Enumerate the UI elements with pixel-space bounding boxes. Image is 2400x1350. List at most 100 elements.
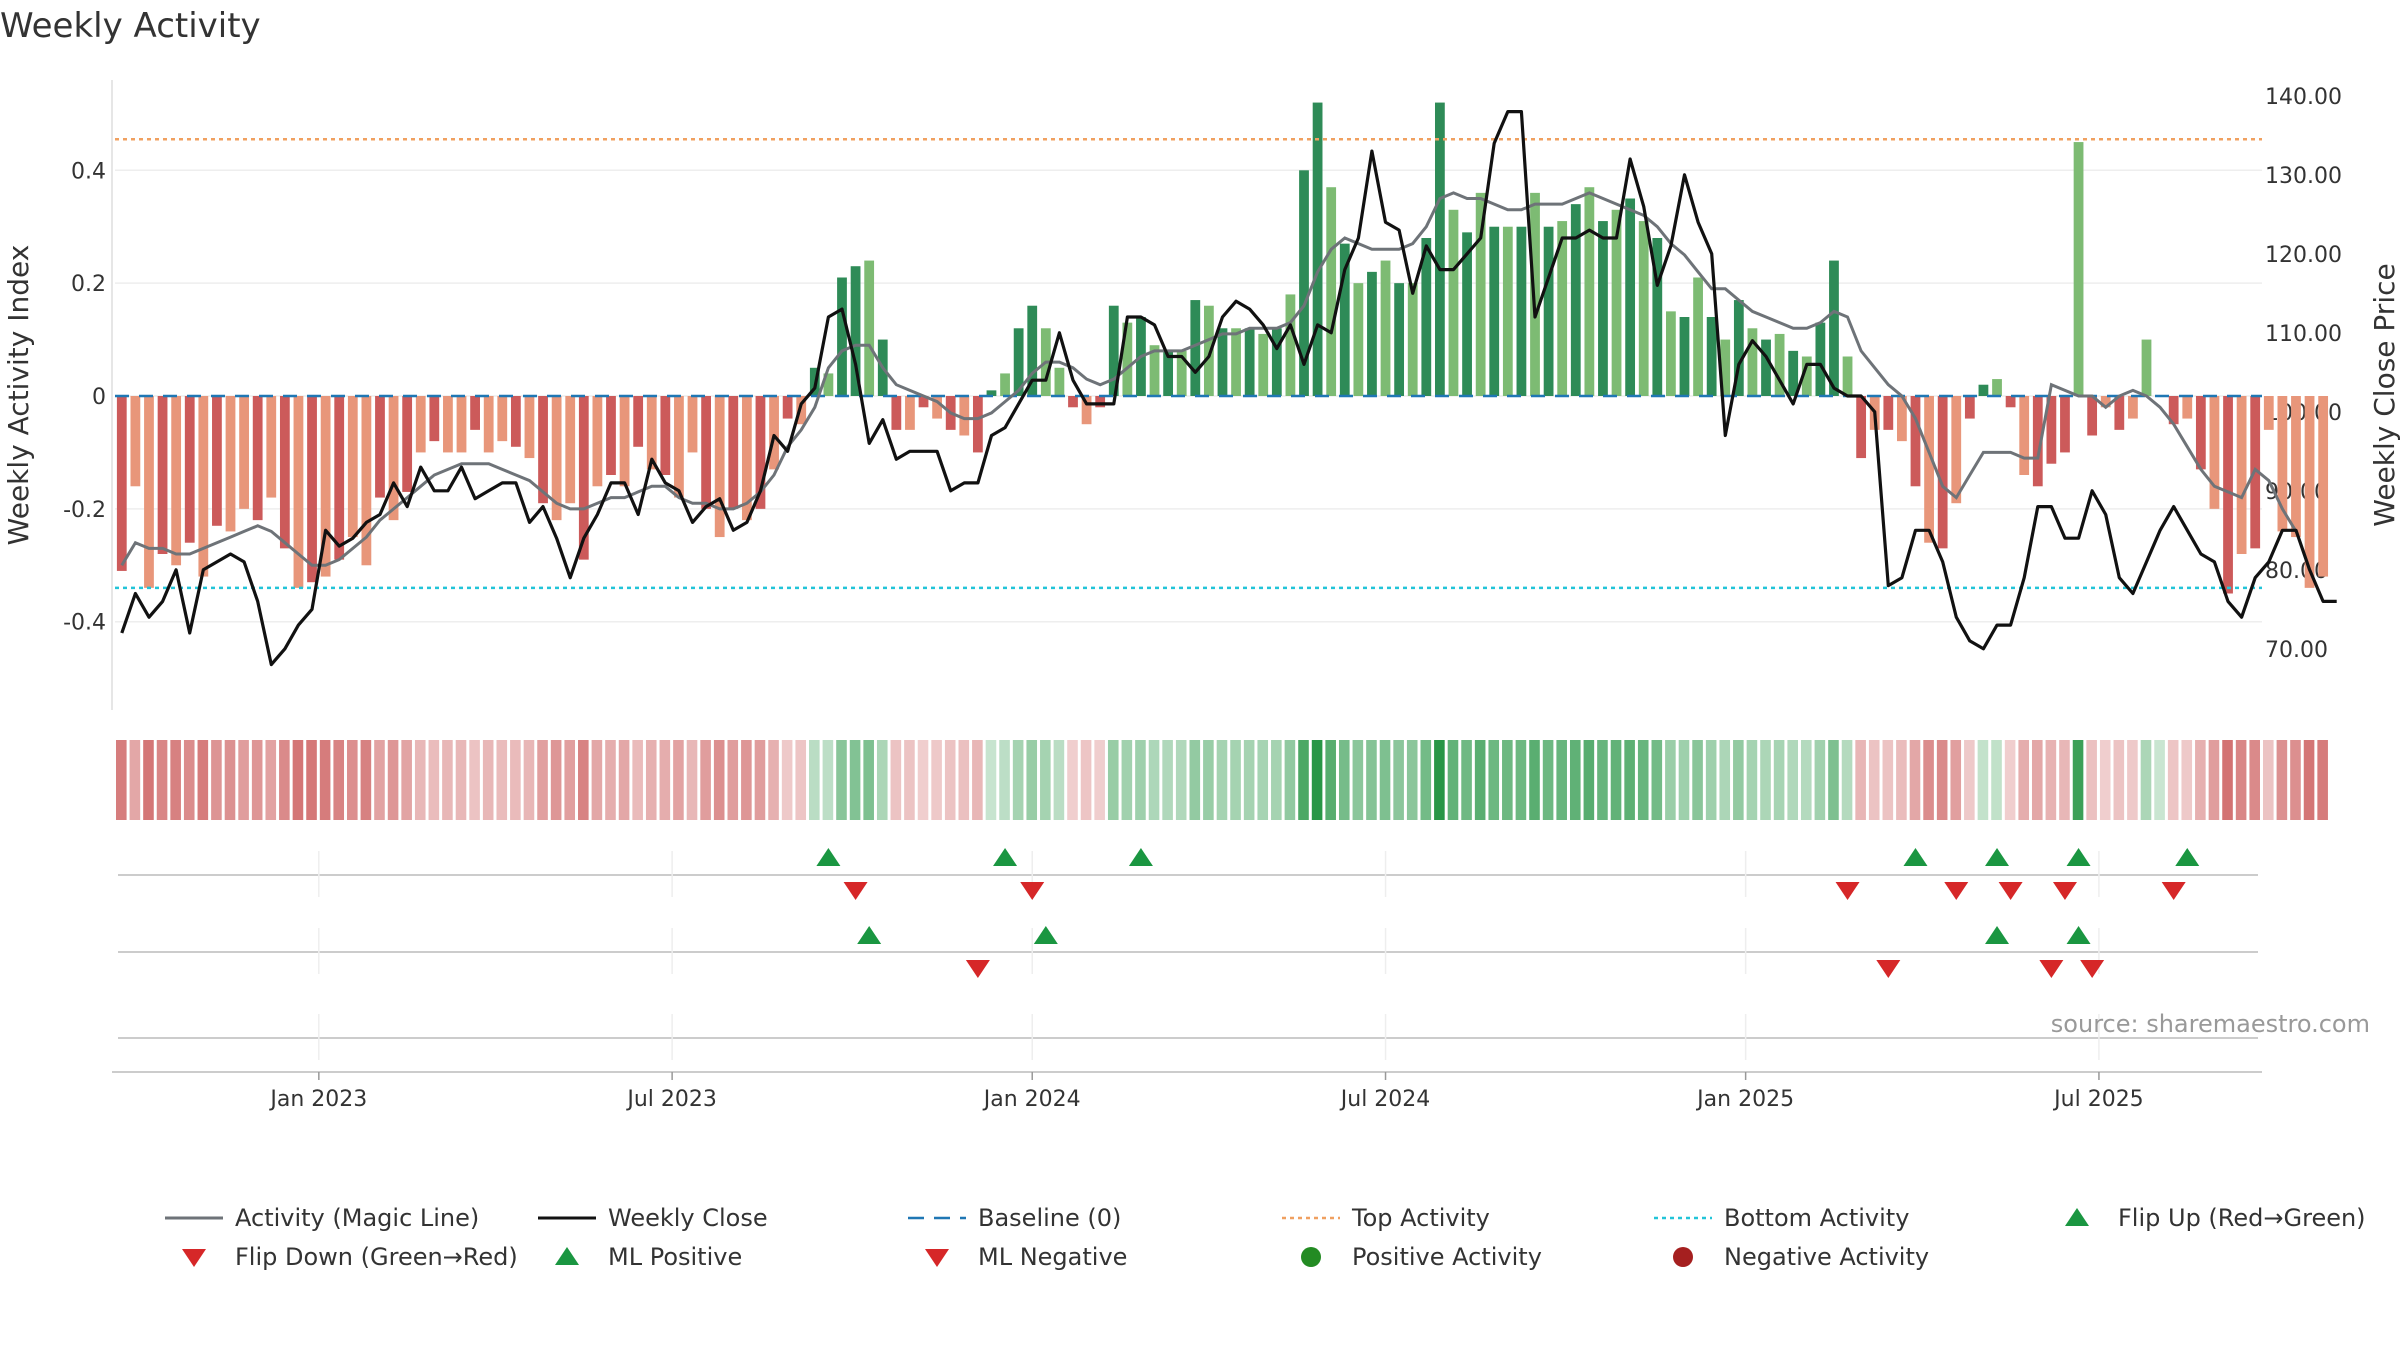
heat-strip-cell: [2059, 740, 2070, 820]
y2-tick-label: 110.00: [2265, 322, 2342, 347]
activity-bar: [796, 396, 807, 425]
heat-strip-cell: [428, 740, 440, 820]
heat-strip-cell: [917, 740, 929, 820]
flip-up-marker: [1128, 848, 1153, 866]
heat-strip-cell: [1746, 740, 1758, 820]
activity-bar: [184, 396, 195, 543]
legend-negact-label: Negative Activity: [1724, 1243, 1929, 1271]
flip-up-marker: [993, 848, 1018, 866]
heat-strip-cell: [2072, 740, 2084, 820]
heat-strip-cell: [2235, 740, 2247, 820]
activity-bar: [2168, 396, 2179, 425]
activity-bar: [1761, 339, 1771, 396]
heat-strip-cell: [2127, 740, 2138, 820]
y2-tick-label: 70.00: [2265, 638, 2328, 663]
heat-strip-cell: [482, 740, 494, 820]
heat-strip-cell: [1393, 740, 1404, 820]
activity-bar: [1720, 339, 1731, 396]
activity-bar: [1339, 243, 1350, 396]
activity-bar: [1258, 333, 1269, 396]
heat-strip-cell: [1094, 740, 1105, 820]
flip-down-marker: [2161, 882, 2186, 900]
heat-strip-cell: [713, 740, 725, 820]
activity-bar: [225, 396, 236, 532]
activity-bar: [959, 396, 970, 436]
heat-strip-cell: [265, 740, 277, 820]
activity-bar: [510, 396, 521, 447]
activity-bar: [1679, 317, 1690, 396]
activity-bar: [2114, 396, 2125, 430]
activity-bar: [1394, 283, 1405, 396]
heat-strip-cell: [1284, 740, 1296, 820]
y-tick-label: 0: [92, 385, 106, 410]
activity-bar: [1108, 305, 1119, 396]
heat-strip-cell: [2004, 740, 2016, 820]
activity-bar: [1883, 396, 1894, 430]
y-tick-label: -0.2: [63, 498, 106, 523]
heat-strip-cell: [1216, 740, 1228, 820]
heat-strip-cell: [822, 740, 834, 820]
heat-strip-cell: [455, 740, 467, 820]
heat-strip-cell: [1366, 740, 1377, 820]
activity-bar: [1625, 198, 1636, 396]
activity-bar: [551, 396, 562, 521]
source-note: source: sharemaestro.com: [2050, 1010, 2370, 1038]
x-tick-label: Jul 2023: [625, 1087, 717, 1112]
magic-line: [120, 191, 2298, 567]
heat-strip-cell: [2018, 740, 2029, 820]
legend-mlneg-swatch: [925, 1249, 949, 1267]
heat-strip-cell: [1053, 740, 1065, 820]
heat-strip-cell: [1474, 740, 1486, 820]
heat-strip-cell: [2031, 740, 2043, 820]
heat-strip-cell: [1542, 740, 1554, 820]
heat-strip-cell: [2303, 740, 2315, 820]
heat-strip-cell: [1298, 740, 1309, 820]
activity-bar: [986, 390, 997, 396]
activity-bar: [1801, 356, 1812, 396]
heat-strip-cell: [1515, 740, 1527, 820]
activity-bar: [2182, 396, 2193, 419]
x-tick-label: Jan 2023: [268, 1087, 367, 1112]
heat-strip-cell: [279, 740, 290, 820]
ml-down-marker: [2039, 960, 2064, 978]
heat-strip-cell: [1936, 740, 1948, 820]
activity-bar: [456, 396, 467, 453]
activity-bar: [1353, 283, 1364, 396]
heat-strip-cell: [1678, 740, 1690, 820]
activity-bar: [1747, 328, 1758, 396]
activity-bar: [538, 396, 548, 504]
heat-strip-cell: [741, 740, 752, 820]
activity-bar: [1068, 396, 1078, 408]
heat-strip-cell: [1080, 740, 1092, 820]
heat-strip-cell: [1502, 740, 1513, 820]
activity-bar: [905, 396, 915, 430]
activity-bar: [1367, 271, 1377, 396]
heat-strip-cell: [2290, 740, 2301, 820]
heat-strip-cell: [686, 740, 698, 820]
activity-bar: [1706, 317, 1717, 396]
heat-strip-cell: [605, 740, 616, 820]
heat-strip-cell: [727, 740, 739, 820]
heat-strip-cell: [768, 740, 779, 820]
activity-bar: [2087, 396, 2098, 436]
ml-up-marker: [2066, 926, 2091, 944]
legend-close-label: Weekly Close: [608, 1204, 768, 1232]
heat-strip-cell: [360, 740, 372, 820]
heat-strip-cell: [632, 740, 643, 820]
y2-tick-label: 130.00: [2265, 164, 2342, 189]
activity-bar: [2291, 396, 2301, 538]
heat-strip-cell: [1800, 740, 1812, 820]
legend-top-label: Top Activity: [1351, 1204, 1490, 1232]
y2-tick-label: 120.00: [2265, 243, 2342, 268]
heat-strip-cell: [1896, 740, 1907, 820]
heat-strip-cell: [958, 740, 970, 820]
activity-bar: [375, 396, 385, 498]
activity-bar: [1652, 238, 1663, 396]
heat-strip-cell: [1665, 740, 1676, 820]
activity-bar: [1693, 277, 1703, 396]
heat-strip-cell: [156, 740, 168, 820]
heat-strip-cell: [1923, 740, 1934, 820]
heat-strip-cell: [1977, 740, 1989, 820]
activity-bar: [932, 396, 943, 419]
x-tick-label: Jan 2025: [1695, 1087, 1794, 1112]
